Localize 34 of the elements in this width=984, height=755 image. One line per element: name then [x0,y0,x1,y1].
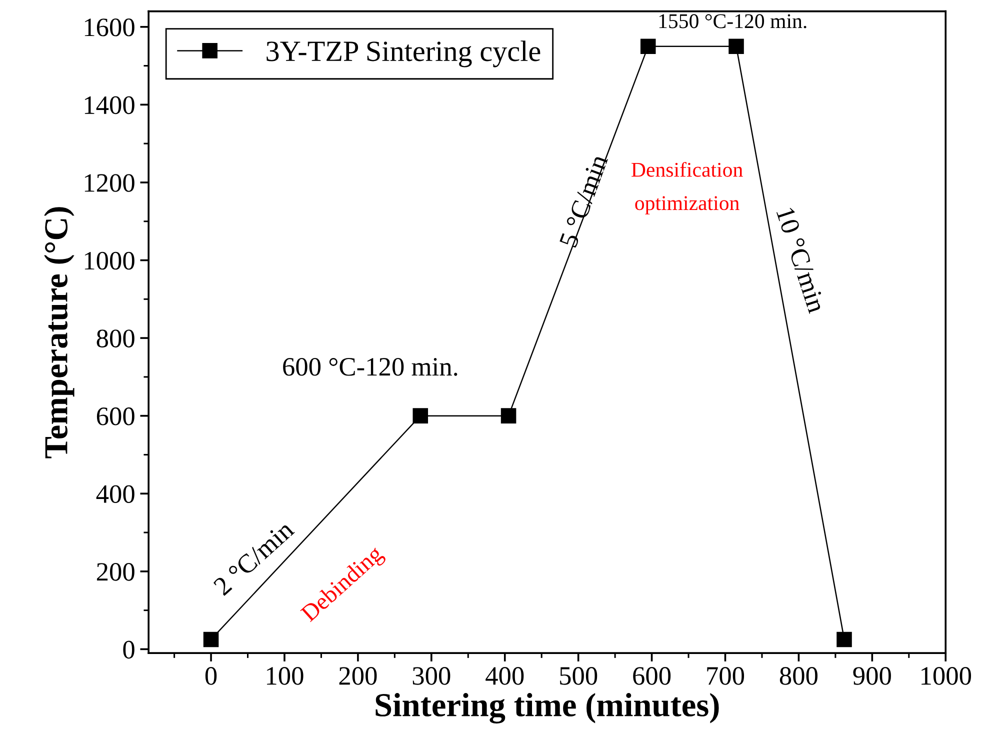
x-tick-label: 200 [339,667,377,685]
x-tick-label: 800 [780,667,818,685]
annotation: 5 °C/min [559,153,608,248]
x-tick-label: 100 [267,667,304,685]
point [640,38,656,54]
x-tick-label: 600 [633,667,671,685]
y-tick-label: 200 [96,563,134,581]
x-tick-label: 0 [205,667,217,685]
x-tick-label: 900 [853,667,891,685]
y-tick-label: 0 [123,640,134,659]
point [836,632,852,648]
x-tick-label: 700 [707,667,744,685]
legend-label: 3Y-TZP Sintering cycle [266,40,540,68]
y-tick-label: 400 [96,485,134,504]
y-tick-label: 1400 [84,96,134,114]
point [203,632,219,648]
x-tick-label: 1000 [922,667,972,685]
y-tick-label: 800 [96,330,134,348]
annotation: Densification optimization [632,162,743,214]
x-tick-label: 300 [412,667,450,685]
x-tick-label: 400 [486,667,524,685]
point [728,38,744,54]
annotation: 10 °C/min [776,206,826,314]
point [412,408,428,424]
annotation: 1550 °C-120 min. [659,14,806,28]
annotation: 600 °C-120 min. [283,358,458,376]
y-tick-label: 1600 [84,18,134,36]
y-axis-title: Temperature (°C) [44,207,74,458]
x-axis-title: Sintering time (minutes) [376,692,719,724]
y-tick-label: 1200 [84,174,134,192]
y-tick-label: 1000 [84,252,134,270]
point [500,408,516,424]
x-tick-label: 500 [560,667,598,685]
y-tick-label: 600 [96,407,134,426]
